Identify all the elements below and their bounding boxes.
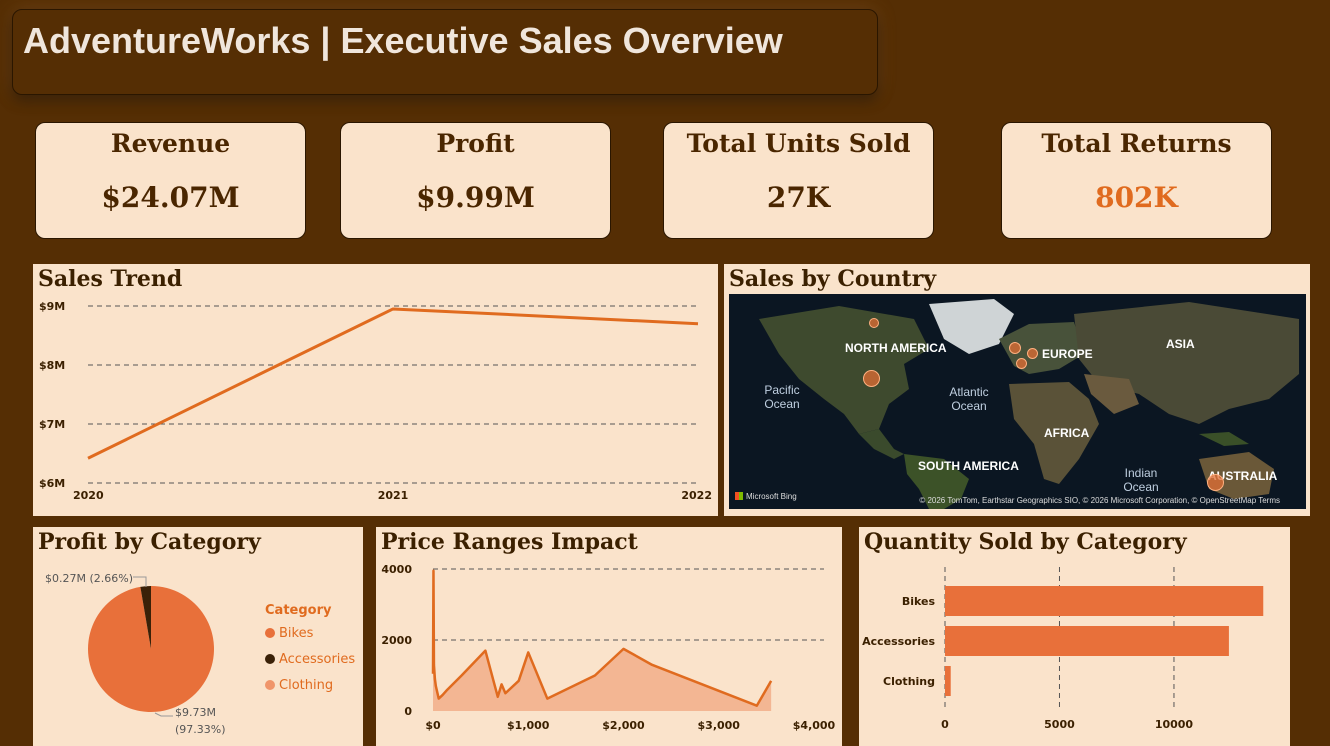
- y-tick-label: $8M: [39, 359, 65, 372]
- title-banner: AdventureWorks | Executive Sales Overvie…: [12, 9, 878, 95]
- kpi-label: Total Returns: [1041, 129, 1232, 158]
- map-ocean-atlantic: Atlantic Ocean: [949, 385, 989, 413]
- pie-data-label-bikes: $9.73M: [175, 706, 216, 719]
- map-bubble-france[interactable]: [1016, 358, 1027, 369]
- sales-by-country-title: Sales by Country: [729, 266, 937, 292]
- y-tick-label: $6M: [39, 477, 65, 490]
- quantity-bar-chart[interactable]: 0 5000 10000 Bikes Accessories Clothing: [859, 527, 1290, 746]
- leader-line: [154, 712, 173, 717]
- legend-item-clothing[interactable]: Clothing: [265, 678, 333, 693]
- kpi-value: $9.99M: [416, 181, 535, 214]
- x-tick-label: $2,000: [602, 719, 645, 732]
- pie-slice-accessories: [140, 586, 151, 649]
- price-ranges-chart[interactable]: 0 2000 4000 $0 $1,000 $2,000 $3,000 $4,000: [376, 527, 842, 746]
- kpi-label: Total Units Sold: [686, 129, 911, 158]
- x-tick-label: $4,000: [793, 719, 836, 732]
- map-label-north-america: NORTH AMERICA: [845, 341, 947, 355]
- legend-item-accessories[interactable]: Accessories: [265, 652, 355, 667]
- y-tick-label: 0: [404, 705, 412, 718]
- price-ranges-panel[interactable]: Price Ranges Impact 0 2000 4000 $0 $1,000 $2,…: [376, 527, 842, 746]
- sales-trend-panel[interactable]: Sales Trend $6M $7M $8M $9M 2020 2021 2022: [33, 264, 718, 516]
- sales-by-country-panel[interactable]: Sales by Country NORTH AMERICA EUROPE: [724, 264, 1310, 516]
- pie-slice-bikes: [88, 586, 215, 712]
- leader-line: [133, 576, 147, 587]
- page-title: AdventureWorks | Executive Sales Overvie…: [23, 20, 783, 61]
- map-label-europe: EUROPE: [1042, 347, 1093, 361]
- x-tick-label: $1,000: [507, 719, 550, 732]
- map-bubble-germany[interactable]: [1027, 348, 1038, 359]
- x-tick-label: 0: [941, 718, 949, 731]
- kpi-card-profit[interactable]: Profit $9.99M: [340, 122, 611, 239]
- quantity-by-category-panel[interactable]: Quantity Sold by Category 0 5000 10000 Bike…: [859, 527, 1290, 746]
- map-bubble-united-kingdom[interactable]: [1009, 342, 1021, 354]
- map-ocean-indian: Indian Ocean: [1123, 466, 1159, 494]
- map-label-south-america: SOUTH AMERICA: [918, 459, 1019, 473]
- y-tick-label: 4000: [381, 563, 412, 576]
- legend-item-bikes[interactable]: Bikes: [265, 626, 313, 641]
- y-category-label: Clothing: [883, 675, 935, 688]
- pie-data-label-accessories: $0.27M (2.66%): [45, 572, 133, 585]
- legend-label: Bikes: [279, 626, 314, 641]
- map-label-australia: AUSTRALIA: [1208, 469, 1278, 483]
- legend-title: Category: [265, 603, 332, 618]
- kpi-label: Profit: [436, 129, 515, 158]
- profit-by-category-panel[interactable]: Profit by Category $0.27M (2.66%) $9.73M (…: [33, 527, 363, 746]
- map-landmass: [759, 299, 1299, 509]
- sales-trend-title: Sales Trend: [38, 266, 183, 292]
- x-tick-label: 5000: [1044, 718, 1075, 731]
- x-tick-label: $0: [425, 719, 441, 732]
- map-label-africa: AFRICA: [1044, 426, 1090, 440]
- map-bubble-australia[interactable]: [1207, 474, 1224, 491]
- kpi-value: 802K: [1095, 181, 1178, 214]
- kpi-card-units-sold[interactable]: Total Units Sold 27K: [663, 122, 934, 239]
- x-tick-label: $3,000: [698, 719, 741, 732]
- price-ranges-title: Price Ranges Impact: [381, 529, 638, 555]
- pie-data-label-bikes-percent: (97.33%): [175, 723, 226, 736]
- profit-by-category-title: Profit by Category: [38, 529, 261, 555]
- profit-pie-chart[interactable]: $0.27M (2.66%) $9.73M (97.33%): [33, 527, 363, 746]
- price-ranges-line: [431, 569, 773, 707]
- y-tick-label: 2000: [381, 634, 412, 647]
- bar-clothing: [945, 666, 951, 696]
- x-tick-label: 2022: [681, 489, 712, 502]
- kpi-value: $24.07M: [101, 181, 240, 214]
- map-bubble-canada[interactable]: [869, 318, 879, 328]
- legend-dot: [265, 654, 275, 664]
- legend-dot: [265, 680, 275, 690]
- map-bubble-united-states[interactable]: [863, 370, 880, 387]
- quantity-by-category-title: Quantity Sold by Category: [864, 529, 1187, 555]
- y-tick-label: $9M: [39, 300, 65, 313]
- sales-trend-chart[interactable]: $6M $7M $8M $9M 2020 2021 2022: [33, 264, 718, 516]
- kpi-card-returns[interactable]: Total Returns 802K: [1001, 122, 1272, 239]
- world-map[interactable]: NORTH AMERICA EUROPE ASIA AFRICA SOUTH A…: [729, 294, 1306, 509]
- x-tick-label: 2021: [378, 489, 409, 502]
- x-tick-label: 2020: [73, 489, 104, 502]
- map-label-asia: ASIA: [1166, 337, 1195, 351]
- map-ocean-pacific: Pacific Ocean: [764, 383, 800, 411]
- sales-trend-line: [87, 307, 699, 460]
- map-provider-logo: Microsoft Bing: [735, 492, 797, 501]
- legend-dot: [265, 628, 275, 638]
- bar-bikes: [945, 586, 1264, 616]
- y-tick-label: $7M: [39, 418, 65, 431]
- legend-label: Clothing: [279, 678, 334, 693]
- map-provider-label: Microsoft Bing: [746, 492, 797, 501]
- kpi-value: 27K: [766, 181, 831, 214]
- price-ranges-area: [433, 570, 772, 711]
- y-category-label: Bikes: [902, 595, 936, 608]
- kpi-label: Revenue: [110, 129, 231, 158]
- map-attribution[interactable]: © 2026 TomTom, Earthstar Geographics SIO…: [919, 496, 1280, 505]
- legend-label: Accessories: [279, 652, 356, 667]
- y-category-label: Accessories: [862, 635, 935, 648]
- bar-accessories: [945, 626, 1229, 656]
- x-tick-label: 10000: [1155, 718, 1194, 731]
- kpi-card-revenue[interactable]: Revenue $24.07M: [35, 122, 306, 239]
